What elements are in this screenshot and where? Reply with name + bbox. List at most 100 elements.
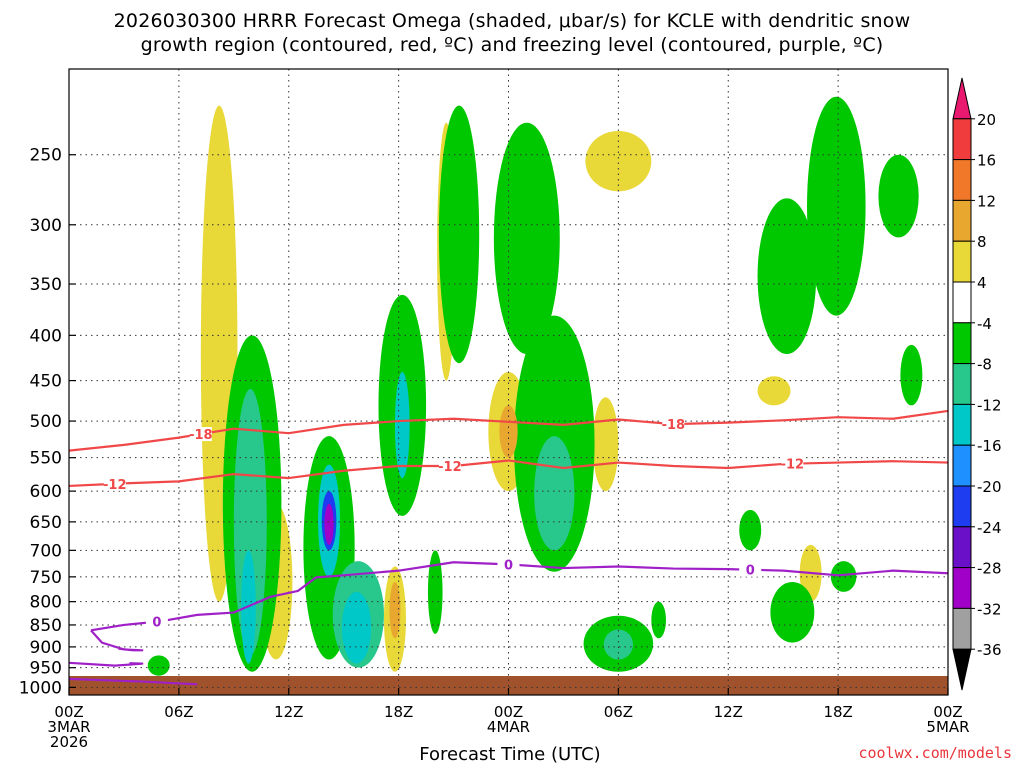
omega-region <box>438 105 480 364</box>
x-tick-label: 18Z <box>823 703 852 721</box>
y-tick-label: 400 <box>30 326 62 346</box>
colorbar-swatch <box>952 526 972 569</box>
colorbar-label: 8 <box>977 233 987 251</box>
y-tick-label: 450 <box>30 372 62 392</box>
grid-lines <box>68 69 949 695</box>
chart-title-line-1: 2026030300 HRRR Forecast Omega (shaded, … <box>113 10 911 32</box>
contour-line <box>69 409 948 452</box>
colorbar-label: -20 <box>977 478 1002 496</box>
y-tick-label: 300 <box>30 216 62 236</box>
y-tick-label: 1000 <box>19 678 62 698</box>
y-axis: 2503003504004505005506006507007508008509… <box>19 146 76 698</box>
y-tick-label: 250 <box>30 146 62 166</box>
omega-region <box>739 509 762 551</box>
omega-region <box>534 436 575 551</box>
x-tick-label: 00Z <box>54 703 83 721</box>
colorbar-label: -12 <box>977 396 1002 414</box>
colorbar-swatch <box>952 240 972 283</box>
omega-region <box>394 371 410 479</box>
y-tick-label: 900 <box>30 638 62 658</box>
y-tick-label: 950 <box>30 659 62 679</box>
colorbar-swatch <box>952 444 972 487</box>
omega-region <box>757 376 791 406</box>
contour-line <box>69 661 144 667</box>
omega-region <box>427 550 443 634</box>
contour-label: 0 <box>746 564 755 579</box>
x-tick-label: 00Z <box>494 703 523 721</box>
contour-label: -18 <box>189 428 213 443</box>
contour-label: -18 <box>662 418 686 433</box>
contour-label: -12 <box>103 478 127 493</box>
colorbar-swatch <box>952 403 972 446</box>
contour-label-bg <box>103 476 126 491</box>
contour-label-bg <box>189 427 212 442</box>
colorbar-swatch <box>952 485 972 528</box>
colorbar-label: -16 <box>977 437 1002 455</box>
contour-label-bg <box>781 456 804 471</box>
omega-region <box>389 581 401 639</box>
contour-label-bg <box>662 417 685 432</box>
colorbar-label: -28 <box>977 560 1002 578</box>
chart-title-line-2: growth region (contoured, red, ºC) and f… <box>140 34 884 56</box>
omega-region <box>651 601 666 639</box>
colorbar-swatch <box>952 159 972 201</box>
omega-region <box>757 198 817 355</box>
contour-lines: -18 -18 -12 -12 -12 0 0 0 <box>69 409 948 686</box>
x-axis-label: Forecast Time (UTC) <box>419 744 601 765</box>
colorbar-swatch <box>952 363 972 405</box>
y-tick-label: 550 <box>30 449 62 469</box>
omega-region <box>493 122 560 355</box>
colorbar-swatch <box>952 118 972 161</box>
colorbar-swatch <box>952 567 972 609</box>
x-tick-label: 12Z <box>274 703 303 721</box>
omega-region <box>341 591 372 664</box>
colorbar-swatch <box>952 199 972 242</box>
colorbar-label: -36 <box>977 641 1002 659</box>
contour-label-bg <box>739 562 762 577</box>
colorbar-label: 12 <box>977 192 996 210</box>
colorbar-swatch <box>952 77 972 120</box>
colorbar-swatch <box>952 281 972 324</box>
contour-line <box>90 629 144 652</box>
contour-label-bg <box>145 614 168 629</box>
colorbar-label: 4 <box>977 274 987 292</box>
omega-region <box>900 344 923 406</box>
x-tick-label: 3MAR <box>47 718 90 736</box>
x-tick-label: 06Z <box>164 703 193 721</box>
contour-label: 0 <box>152 616 161 631</box>
colorbar-label: -4 <box>977 315 992 333</box>
y-tick-label: 500 <box>30 412 62 432</box>
colorbar-swatch <box>952 322 972 365</box>
y-tick-label: 600 <box>30 482 62 502</box>
contour-label-bg <box>438 458 461 473</box>
omega-region <box>585 130 652 192</box>
contour-line <box>69 677 198 686</box>
y-tick-label: 850 <box>30 616 62 636</box>
omega-region <box>806 96 866 316</box>
omega-region <box>770 581 815 643</box>
x-tick-label: 5MAR <box>926 718 969 736</box>
colorbar-label: -24 <box>977 519 1002 537</box>
y-tick-label: 650 <box>30 513 62 533</box>
x-tick-label: 06Z <box>604 703 633 721</box>
omega-region <box>499 405 518 458</box>
colorbar-label: -8 <box>977 356 992 374</box>
x-tick-label: 12Z <box>714 703 743 721</box>
omega-region <box>603 629 634 660</box>
contour-label-bg <box>497 557 520 572</box>
y-tick-label: 800 <box>30 593 62 613</box>
colorbar-swatch <box>952 648 972 691</box>
y-tick-label: 700 <box>30 541 62 561</box>
omega-region <box>324 503 334 545</box>
contour-line <box>90 561 948 632</box>
omega-region <box>147 655 170 676</box>
colorbar-label: 16 <box>977 152 996 170</box>
omega-region <box>830 561 857 592</box>
omega-shading <box>147 96 923 676</box>
x-tick-label: 4MAR <box>487 718 530 736</box>
contour-label: 0 <box>504 558 513 573</box>
colorbar-label: 20 <box>977 111 996 129</box>
omega-region <box>592 397 619 492</box>
colorbar-label: -32 <box>977 600 1002 618</box>
